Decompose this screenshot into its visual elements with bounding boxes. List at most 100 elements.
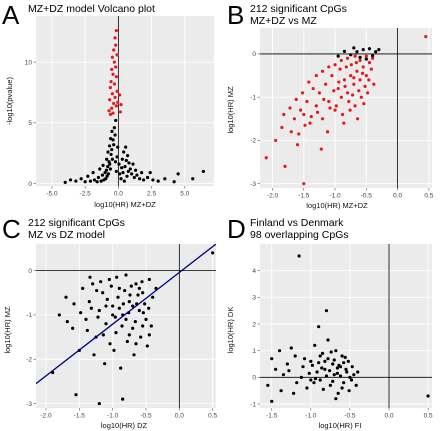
panel-b-point-0-36 bbox=[305, 99, 309, 104]
panel-d-point-0-29 bbox=[346, 359, 350, 363]
panel-b-plot-area bbox=[260, 28, 432, 188]
panel-d-x-tick-3: 0.0 bbox=[384, 413, 393, 420]
panel-c-point-0-20 bbox=[127, 300, 131, 304]
panel-a-point-0-20 bbox=[105, 174, 109, 178]
panel-c-point-0-54 bbox=[133, 319, 137, 324]
panel-c-point-0-60 bbox=[115, 275, 119, 279]
panel-d-point-0-11 bbox=[301, 365, 305, 369]
panel-a-point-0-23 bbox=[99, 179, 103, 183]
panel-c-data bbox=[36, 244, 216, 408]
panel-c-point-0-14 bbox=[107, 277, 111, 282]
panel-b-y-tick-2: -1 bbox=[250, 94, 256, 101]
panel-b-point-0-71 bbox=[333, 63, 337, 67]
panel-d-point-0-43 bbox=[335, 371, 339, 375]
panel-c-point-0-45 bbox=[109, 284, 113, 288]
panel-d-point-0-50 bbox=[352, 373, 356, 377]
panel-d-point-0-30 bbox=[348, 375, 352, 379]
panel-a-xlabel: log10(HR) MZ+DZ bbox=[94, 200, 156, 209]
panel-a-point-0-59 bbox=[124, 145, 128, 149]
panel-d-point-0-2 bbox=[317, 325, 321, 329]
panel-c-point-0-15 bbox=[111, 304, 115, 308]
panel-d-point-0-18 bbox=[323, 367, 327, 371]
panel-d-point-0-34 bbox=[299, 375, 304, 379]
panel-d-point-0-26 bbox=[340, 354, 344, 358]
panel-a-point-0-41 bbox=[124, 158, 128, 163]
panel-d-point-0-47 bbox=[345, 370, 349, 374]
panel-b-point-0-27 bbox=[340, 112, 345, 117]
panel-d-title-line-1: Finland vs Denmark bbox=[250, 217, 344, 229]
panel-d-point-0-35 bbox=[307, 371, 311, 375]
panel-b-point-1-1 bbox=[355, 50, 359, 54]
panel-a-point-0-29 bbox=[86, 174, 90, 178]
panel-b-point-0-51 bbox=[328, 106, 332, 110]
panel-b-point-0-53 bbox=[315, 110, 320, 114]
panel-c-point-0-55 bbox=[140, 280, 144, 284]
panel-c-point-0-34 bbox=[112, 348, 116, 352]
panel-b-point-0-72 bbox=[327, 65, 331, 69]
panel-d-point-0-14 bbox=[313, 343, 317, 347]
panel-a-point-0-36 bbox=[109, 137, 113, 141]
panel-b-xlabel: log10(HR) MZ+DZ bbox=[306, 201, 368, 210]
panel-b-point-0-10 bbox=[317, 91, 322, 95]
panel-d-x-tick-2: -0.5 bbox=[344, 413, 356, 420]
panel-a-point-0-2 bbox=[113, 133, 117, 137]
panel-c-point-0-76 bbox=[127, 333, 131, 337]
panel-b-point-1-8 bbox=[342, 49, 347, 53]
panel-b-point-0-76 bbox=[300, 91, 305, 95]
panel-b-point-0-79 bbox=[282, 112, 286, 117]
panel-a-point-0-39 bbox=[121, 171, 125, 175]
panel-b-point-0-38 bbox=[292, 117, 296, 121]
panel-a-point-0-3 bbox=[111, 138, 115, 142]
panel-c-y-tick-0: -3 bbox=[26, 401, 32, 408]
panel-c-point-0-69 bbox=[65, 319, 69, 324]
panel-a-point-1-27 bbox=[111, 111, 115, 115]
panel-d-point-0-41 bbox=[329, 350, 333, 354]
panel-a-point-0-35 bbox=[107, 144, 112, 148]
panel-c-point-0-44 bbox=[143, 302, 147, 306]
panel-c-point-0-33 bbox=[103, 362, 107, 366]
panel-d-point-0-60 bbox=[426, 394, 430, 398]
panel-c-point-0-4 bbox=[121, 397, 125, 401]
panel-a-point-0-14 bbox=[92, 178, 97, 182]
panel-b-point-1-9 bbox=[377, 48, 381, 52]
panel-b-point-0-44 bbox=[354, 60, 358, 65]
panel-d-point-0-58 bbox=[326, 338, 330, 342]
panel-b-point-0-62 bbox=[319, 147, 323, 151]
panel-c-point-0-47 bbox=[99, 280, 103, 284]
panel-d-point-0-4 bbox=[270, 357, 274, 361]
panel-b-plot: -2.0 -1.5 -1.0 -0.5 0.0 0.5 -3 -2 -1 0 bbox=[250, 28, 434, 200]
panel-b-point-0-4 bbox=[295, 143, 300, 147]
panel-b-point-0-41 bbox=[338, 67, 342, 71]
panel-d-point-0-16 bbox=[318, 378, 322, 382]
panel-c-point-0-0 bbox=[211, 251, 215, 255]
panel-b-point-0-8 bbox=[314, 104, 318, 108]
panel-d-point-0-39 bbox=[324, 374, 329, 378]
panel-d-point-0-10 bbox=[293, 354, 297, 358]
panel-b-x-tick-2: -1.0 bbox=[329, 193, 341, 200]
panel-d-point-0-67 bbox=[309, 378, 313, 382]
panel-c-plot: -2.0 -1.5 -1.0 -0.5 0.0 0.5 -3 -2 -1 0 bbox=[26, 244, 218, 420]
panel-a-point-0-28 bbox=[68, 178, 73, 182]
panel-a-point-0-74 bbox=[113, 160, 118, 164]
panel-a-x-tick-3: 2.5 bbox=[147, 191, 156, 198]
panel-d-point-0-31 bbox=[349, 378, 354, 382]
panel-a-x-tick-2: 0.0 bbox=[114, 191, 123, 198]
panel-d-point-0-37 bbox=[317, 361, 321, 365]
panel-b-point-0-45 bbox=[358, 58, 362, 63]
panel-a-point-1-22 bbox=[116, 100, 120, 104]
panel-b-point-0-35 bbox=[311, 86, 315, 91]
panel-d-point-0-13 bbox=[309, 359, 313, 363]
panel-a-point-0-72 bbox=[117, 162, 121, 166]
panel-b-point-0-54 bbox=[309, 115, 313, 119]
panel-a-point-1-12 bbox=[112, 82, 116, 86]
panel-a-point-0-4 bbox=[112, 143, 116, 147]
panel-a-point-0-16 bbox=[83, 180, 87, 184]
panel-c-point-0-21 bbox=[131, 326, 135, 330]
panel-b-point-0-50 bbox=[332, 89, 336, 93]
panel-b-y-tick-3: 0 bbox=[252, 51, 256, 58]
panel-b-point-0-5 bbox=[289, 130, 293, 134]
panel-a-point-0-62 bbox=[126, 169, 130, 174]
panel-a-point-0-24 bbox=[95, 180, 99, 184]
panel-c: C 212 significant CpGs MZ vs DZ model -2… bbox=[2, 214, 218, 430]
panel-b-point-0-11 bbox=[327, 99, 331, 104]
